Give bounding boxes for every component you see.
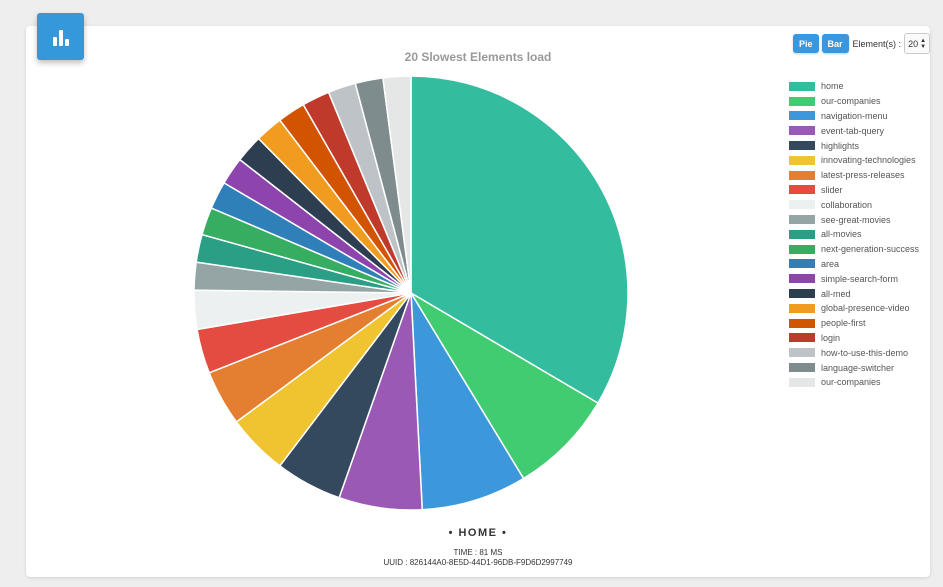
legend-swatch [789,96,815,106]
legend-label: global-presence-video [821,303,910,314]
legend-swatch [789,141,815,151]
legend-swatch [789,215,815,225]
legend-swatch [789,333,815,343]
pie-chart [193,75,629,511]
legend-label: people-first [821,318,866,329]
legend-item-2[interactable]: navigation-menu [789,109,919,124]
legend-item-13[interactable]: simple-search-form [789,271,919,286]
legend-item-14[interactable]: all-med [789,286,919,301]
legend-label: area [821,258,840,269]
legend-item-9[interactable]: see-great-movies [789,212,919,227]
legend-item-17[interactable]: login [789,331,919,346]
legend-label: innovating-technologies [821,155,916,166]
pie-button[interactable]: Pie [793,34,819,53]
legend-item-12[interactable]: area [789,257,919,272]
legend-swatch [789,229,815,239]
select-arrows-icon: ▲ ▼ [920,37,927,50]
legend-swatch [789,155,815,165]
pie-slice-20[interactable] [382,75,412,294]
legend-item-16[interactable]: people-first [789,316,919,331]
legend-label: our-companies [821,377,881,388]
legend-item-3[interactable]: event-tab-query [789,123,919,138]
legend-item-19[interactable]: language-switcher [789,360,919,375]
legend-swatch [789,200,815,210]
legend-item-5[interactable]: innovating-technologies [789,153,919,168]
legend-item-10[interactable]: all-movies [789,227,919,242]
legend-label: our-companies [821,96,881,107]
legend-swatch [789,170,815,180]
selected-element-time: TIME : 81 MS [453,548,503,557]
legend-swatch [789,81,815,91]
legend-label: all-movies [821,229,862,240]
pie-slice-2[interactable] [410,292,525,511]
legend-swatch [789,111,815,121]
elements-count-value: 20 [908,38,919,49]
legend-swatch [789,318,815,328]
selected-element-name: • HOME • [448,527,508,539]
selected-element-uuid: UUID : 826144A0-8E5D-44D1-96DB-F9D6D2997… [383,558,573,567]
legend-label: simple-search-form [821,273,899,284]
legend-item-18[interactable]: how-to-use-this-demo [789,345,919,360]
legend-swatch [789,274,815,284]
legend-label: next-generation-success [821,244,920,255]
elements-label: Element(s) : [852,38,902,49]
legend-item-7[interactable]: slider [789,183,919,198]
legend-swatch [789,185,815,195]
legend-label: how-to-use-this-demo [821,347,909,358]
legend-label: event-tab-query [821,125,885,136]
legend-item-6[interactable]: latest-press-releases [789,168,919,183]
legend-label: latest-press-releases [821,170,905,181]
legend-label: collaboration [821,199,873,210]
legend-swatch [789,377,815,387]
legend-label: language-switcher [821,362,895,373]
app-badge[interactable] [37,13,84,60]
legend-item-4[interactable]: highlights [789,138,919,153]
legend-label: slider [821,184,843,195]
legend-label: see-great-movies [821,214,891,225]
legend-label: navigation-menu [821,110,888,121]
chart-toolbar: Pie Bar Element(s) : 20 ▲ ▼ [793,33,931,54]
legend-swatch [789,126,815,136]
pie-slice-1[interactable] [410,292,600,480]
chart-title: 20 Slowest Elements load [404,50,552,64]
pie-slice-0[interactable] [410,75,629,405]
legend-label: home [821,81,844,92]
legend-item-0[interactable]: home [789,79,919,94]
legend-swatch [789,289,815,299]
legend-swatch [789,244,815,254]
legend-item-1[interactable]: our-companies [789,94,919,109]
legend-label: highlights [821,140,860,151]
legend-item-11[interactable]: next-generation-success [789,242,919,257]
elements-count-select[interactable]: 20 ▲ ▼ [904,33,931,54]
legend-item-15[interactable]: global-presence-video [789,301,919,316]
bar-button[interactable]: Bar [821,34,849,53]
legend-swatch [789,259,815,269]
legend-label: login [821,332,841,343]
legend-label: all-med [821,288,851,299]
legend-item-8[interactable]: collaboration [789,197,919,212]
legend-swatch [789,303,815,313]
bar-chart-icon [52,29,69,46]
chart-legend: home our-companies navigation-menu event-ta… [789,79,919,390]
legend-item-20[interactable]: our-companies [789,375,919,390]
legend-swatch [789,348,815,358]
legend-swatch [789,363,815,373]
